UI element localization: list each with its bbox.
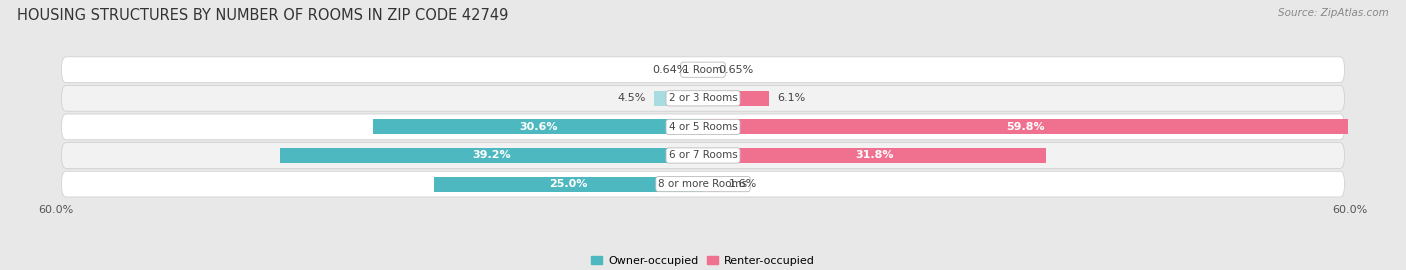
Text: Source: ZipAtlas.com: Source: ZipAtlas.com — [1278, 8, 1389, 18]
Text: HOUSING STRUCTURES BY NUMBER OF ROOMS IN ZIP CODE 42749: HOUSING STRUCTURES BY NUMBER OF ROOMS IN… — [17, 8, 508, 23]
Bar — [703, 148, 1046, 163]
FancyBboxPatch shape — [62, 143, 1344, 168]
Text: 4 or 5 Rooms: 4 or 5 Rooms — [669, 122, 737, 132]
FancyBboxPatch shape — [62, 57, 1344, 83]
Bar — [433, 177, 703, 191]
Legend: Owner-occupied, Renter-occupied: Owner-occupied, Renter-occupied — [586, 251, 820, 270]
Bar — [703, 91, 769, 106]
Text: 39.2%: 39.2% — [472, 150, 510, 160]
Text: 4.5%: 4.5% — [617, 93, 645, 103]
Bar — [280, 148, 703, 163]
Text: 25.0%: 25.0% — [550, 179, 588, 189]
Text: 6 or 7 Rooms: 6 or 7 Rooms — [669, 150, 737, 160]
Text: 31.8%: 31.8% — [855, 150, 894, 160]
Text: 2 or 3 Rooms: 2 or 3 Rooms — [669, 93, 737, 103]
FancyBboxPatch shape — [62, 85, 1344, 111]
Text: 0.65%: 0.65% — [718, 65, 754, 75]
Text: 1.6%: 1.6% — [728, 179, 756, 189]
Bar — [696, 62, 703, 77]
FancyBboxPatch shape — [62, 171, 1344, 197]
Text: 30.6%: 30.6% — [519, 122, 557, 132]
Text: 59.8%: 59.8% — [1005, 122, 1045, 132]
Bar — [703, 119, 1347, 134]
Bar — [373, 119, 703, 134]
Text: 8 or more Rooms: 8 or more Rooms — [658, 179, 748, 189]
Bar — [654, 91, 703, 106]
Bar — [703, 177, 720, 191]
Text: 0.64%: 0.64% — [652, 65, 688, 75]
Bar — [703, 62, 710, 77]
Text: 1 Room: 1 Room — [683, 65, 723, 75]
FancyBboxPatch shape — [62, 114, 1344, 140]
Text: 6.1%: 6.1% — [778, 93, 806, 103]
